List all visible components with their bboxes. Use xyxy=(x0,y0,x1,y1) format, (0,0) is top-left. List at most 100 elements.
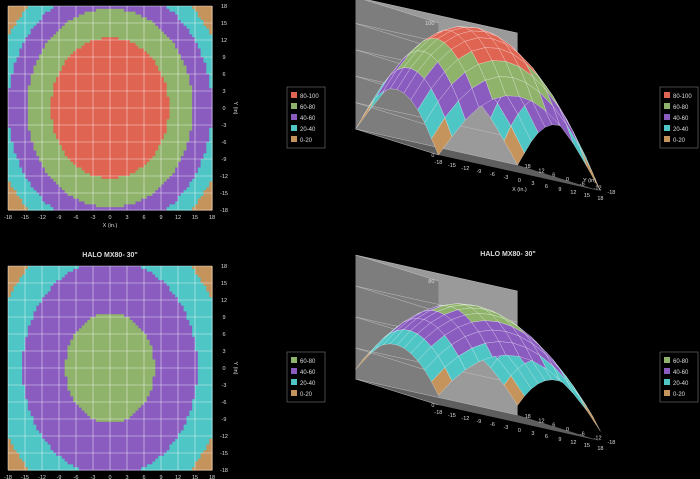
contour-cell xyxy=(16,88,20,92)
contour-cell xyxy=(36,91,40,95)
contour-cell xyxy=(22,127,26,132)
contour-cell xyxy=(50,184,54,188)
contour-cell xyxy=(33,105,37,109)
contour-cell xyxy=(95,31,100,35)
contour-cell xyxy=(56,79,60,84)
contour-cell xyxy=(16,17,20,21)
contour-cell xyxy=(53,147,57,152)
contour-cell xyxy=(42,127,46,132)
contour-cell xyxy=(90,31,94,35)
contour-cell xyxy=(93,91,97,95)
contour-cell xyxy=(44,105,49,109)
contour-cell xyxy=(56,136,60,140)
contour-cell xyxy=(19,195,23,200)
contour-cell xyxy=(90,88,94,92)
contour-cell xyxy=(81,193,86,197)
contour-cell xyxy=(27,51,32,55)
contour-cell xyxy=(22,82,26,86)
contour-cell xyxy=(53,71,57,75)
contour-cell xyxy=(76,139,80,143)
contour-cell xyxy=(87,31,91,35)
contour-cell xyxy=(50,65,54,69)
contour-cell xyxy=(81,62,86,67)
contour-cell xyxy=(59,82,63,86)
contour-cell xyxy=(98,96,103,101)
contour-cell xyxy=(76,51,80,55)
contour-cell xyxy=(47,8,52,13)
contour-cell xyxy=(70,96,74,101)
contour-cell xyxy=(39,31,43,35)
contour-cell xyxy=(98,193,103,197)
contour-cell xyxy=(19,57,23,61)
contour-cell xyxy=(36,88,40,92)
contour-cell xyxy=(19,110,23,115)
contour-cell xyxy=(39,57,43,61)
contour-cell xyxy=(76,96,80,101)
contour-cell xyxy=(87,34,91,38)
contour-cell xyxy=(56,150,60,154)
contour-cell xyxy=(53,110,57,115)
contour-cell xyxy=(95,99,100,103)
contour-cell xyxy=(13,34,18,38)
contour-cell xyxy=(30,150,35,154)
contour-cell xyxy=(84,96,88,101)
contour-cell xyxy=(42,85,46,89)
contour-cell xyxy=(78,193,83,197)
contour-cell xyxy=(59,20,63,24)
contour-cell xyxy=(36,25,40,30)
contour-cell xyxy=(78,11,83,16)
contour-cell xyxy=(16,110,20,115)
contour-cell xyxy=(36,102,40,106)
contour-cell xyxy=(25,144,29,149)
contour-cell xyxy=(10,122,15,126)
contour-cell xyxy=(87,195,91,200)
contour-cell xyxy=(70,204,74,208)
contour-cell xyxy=(30,139,35,143)
contour-cell xyxy=(16,184,20,188)
contour-cell xyxy=(33,184,37,188)
contour-cell xyxy=(84,37,88,41)
contour-cell xyxy=(56,122,60,126)
contour-cell xyxy=(25,76,29,81)
contour-cell xyxy=(78,167,83,171)
contour-cell xyxy=(10,176,15,180)
contour-cell xyxy=(70,105,74,109)
contour-cell xyxy=(78,85,83,89)
contour-cell xyxy=(44,153,49,157)
contour-cell xyxy=(36,11,40,16)
contour-cell xyxy=(98,136,103,140)
contour-cell xyxy=(47,91,52,95)
contour-cell xyxy=(39,195,43,200)
contour-cell xyxy=(44,42,49,47)
contour-cell xyxy=(67,178,71,183)
contour-cell xyxy=(76,82,80,86)
contour-cell xyxy=(59,147,63,152)
contour-cell xyxy=(27,71,32,75)
contour-cell xyxy=(22,122,26,126)
contour-cell xyxy=(98,25,103,30)
contour-cell xyxy=(61,119,66,123)
contour-cell xyxy=(47,150,52,154)
contour-cell xyxy=(33,65,37,69)
contour-cell xyxy=(78,136,83,140)
contour-cell xyxy=(76,91,80,95)
contour-cell xyxy=(27,108,32,112)
contour-cell xyxy=(73,130,77,135)
contour-cell xyxy=(13,17,18,21)
contour-cell xyxy=(67,68,71,72)
contour-cell xyxy=(56,173,60,177)
contour-cell xyxy=(81,122,86,126)
contour-cell xyxy=(19,20,23,24)
contour-cell xyxy=(56,110,60,115)
contour-cell xyxy=(50,190,54,194)
contour-cell xyxy=(98,190,103,194)
contour-cell xyxy=(67,11,71,16)
contour-cell xyxy=(8,42,12,47)
contour-cell xyxy=(56,48,60,52)
contour-cell xyxy=(25,159,29,163)
contour-cell xyxy=(87,133,91,137)
contour-cell xyxy=(10,153,15,157)
contour-cell xyxy=(67,110,71,115)
contour-cell xyxy=(90,178,94,183)
contour-cell xyxy=(13,91,18,95)
